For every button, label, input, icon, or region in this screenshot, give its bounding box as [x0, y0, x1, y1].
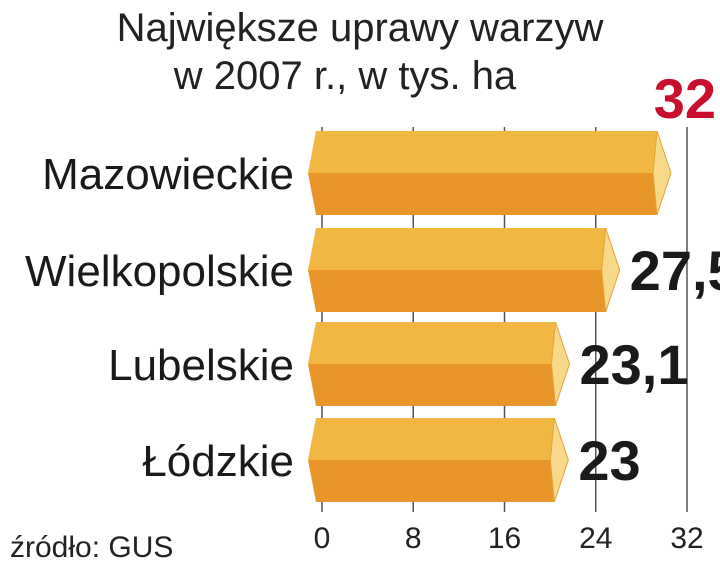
category-label-3: Łódzkie: [142, 437, 294, 486]
bar-bottom-1: [308, 270, 606, 312]
bar-top-1: [308, 228, 606, 270]
x-tick-label-2: 16: [488, 522, 521, 555]
category-label-1: Wielkopolskie: [25, 247, 294, 296]
chart-title-line1: Największe uprawy warzyw: [116, 6, 604, 50]
bar-top-0: [308, 131, 657, 173]
x-tick-label-4: 32: [670, 522, 703, 555]
bar-cap-2: [550, 321, 571, 407]
chart-title: Największe uprawy warzyw w 2007 r., w ty…: [0, 4, 720, 100]
bar-top-3: [308, 418, 555, 460]
bar-cap-3: [549, 417, 569, 503]
value-label-2: 23,1: [579, 333, 688, 396]
value-label-3: 23: [578, 429, 640, 492]
bar-bottom-2: [308, 364, 556, 406]
chart-title-line2: w 2007 r., w tys. ha: [173, 54, 517, 98]
x-tick-label-1: 8: [405, 522, 422, 555]
category-label-0: Mazowieckie: [42, 150, 294, 199]
x-tick-label-3: 24: [579, 522, 612, 555]
bar-cap-1: [601, 227, 621, 313]
value-label-1: 27,5: [630, 239, 720, 302]
value-label-0: 32: [654, 67, 716, 130]
bar-bottom-3: [308, 460, 555, 502]
source-note: źródło: GUS: [10, 531, 174, 564]
bar-bottom-0: [308, 173, 657, 215]
x-tick-label-0: 0: [314, 522, 331, 555]
category-label-2: Lubelskie: [108, 341, 294, 390]
bar-cap-0: [652, 130, 672, 216]
bar-top-2: [308, 322, 556, 364]
